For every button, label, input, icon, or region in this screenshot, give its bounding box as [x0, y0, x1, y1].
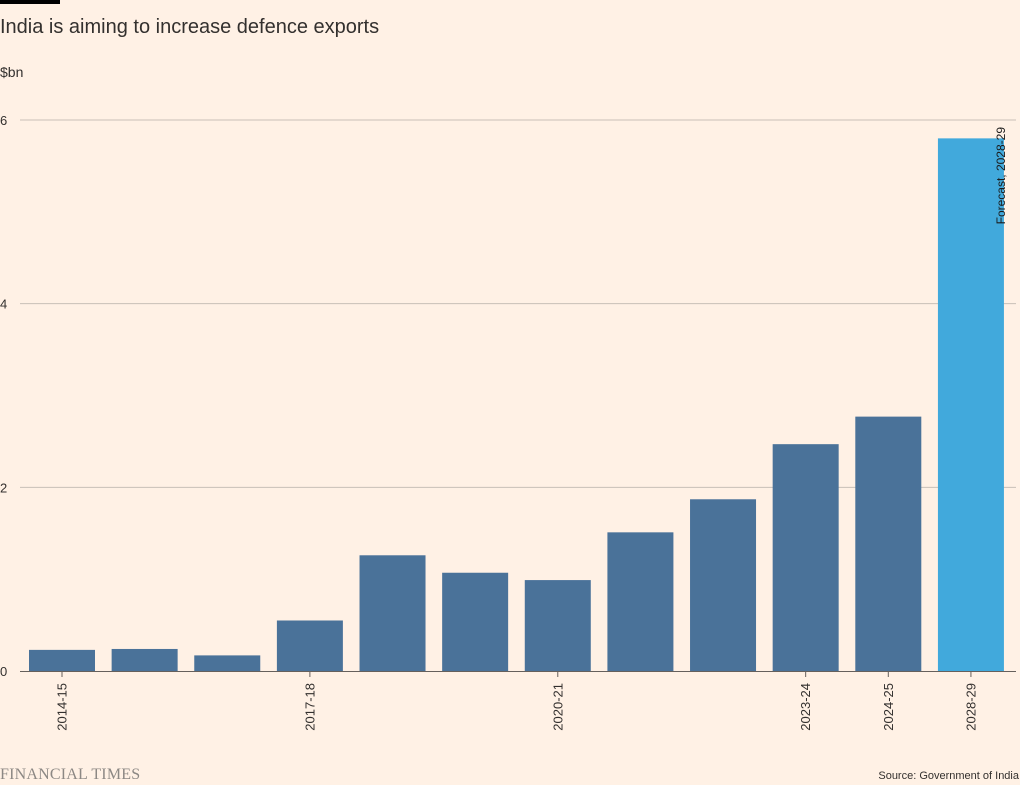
- bar: [524, 580, 591, 671]
- x-tick-label: 2023-24: [798, 683, 813, 731]
- bar: [607, 532, 674, 671]
- ft-logo-text: FINANCIAL TIMES: [0, 766, 141, 783]
- source-note: Source: Government of India: [878, 770, 1019, 782]
- bar: [359, 555, 426, 671]
- x-tick-label: 2017-18: [302, 683, 317, 731]
- x-tick-label: 2028-29: [963, 683, 978, 731]
- bar: [442, 572, 509, 671]
- bar: [855, 416, 922, 671]
- bar: [772, 444, 839, 671]
- x-tick-label: 2014-15: [55, 683, 70, 731]
- x-tick-label: 2024-25: [881, 683, 896, 731]
- bar: [937, 138, 1004, 671]
- bar: [194, 655, 261, 671]
- y-axis-unit-label: $bn: [0, 64, 24, 80]
- bar: [690, 499, 757, 671]
- brand-accent-bar: [0, 0, 60, 4]
- x-tick-label: 2020-21: [550, 683, 565, 731]
- bar: [29, 649, 95, 671]
- chart-title: India is aiming to increase defence expo…: [0, 16, 380, 38]
- bar: [111, 648, 178, 671]
- forecast-annotation: Forecast, 2028-29: [994, 127, 1008, 225]
- bar-chart: 0 2 4 6 2014-15 2017-18 2020-21 2023-24 2024-25 2…: [0, 113, 1016, 731]
- y-tick-label: 2: [0, 480, 7, 495]
- y-tick-label: 0: [0, 664, 7, 679]
- bar: [276, 620, 343, 671]
- y-tick-label: 4: [0, 297, 7, 312]
- y-tick-label: 6: [0, 113, 7, 128]
